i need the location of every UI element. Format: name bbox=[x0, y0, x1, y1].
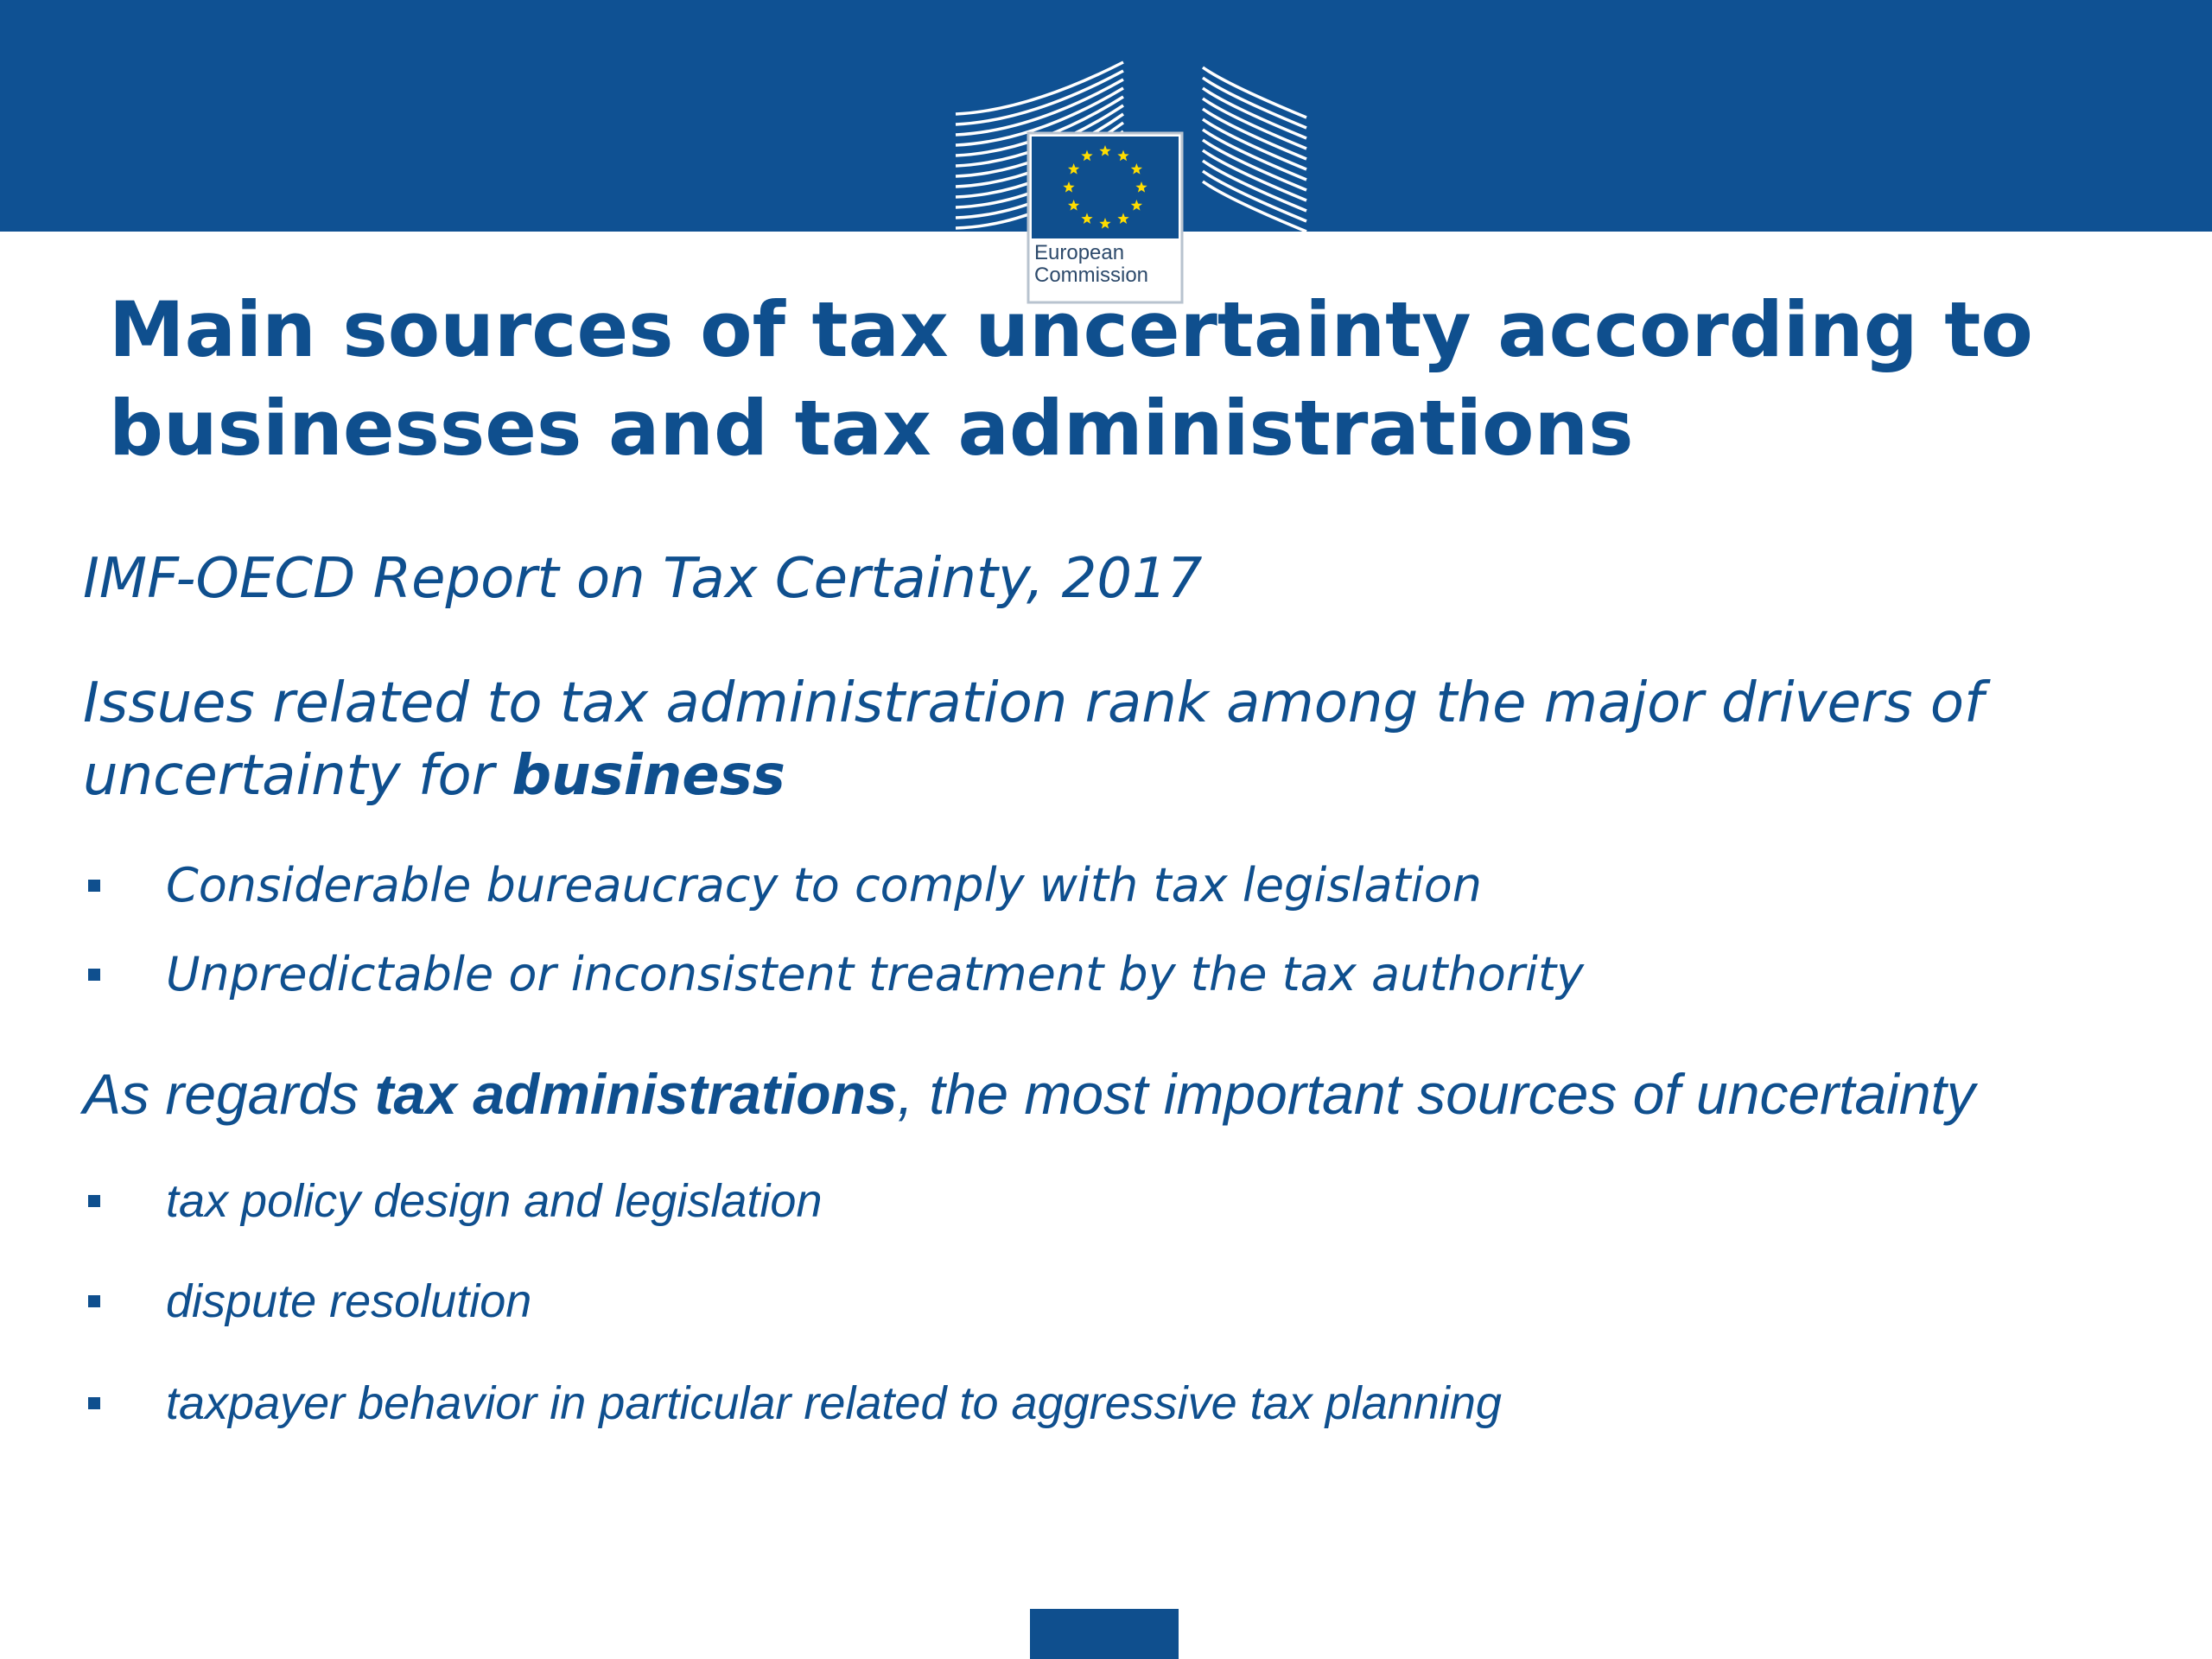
berlaymont-building-icon bbox=[955, 60, 1307, 304]
business-intro-line1: Issues related to tax administration ran… bbox=[83, 671, 1984, 735]
eu-star-icon bbox=[1130, 163, 1143, 175]
eu-star-icon bbox=[1117, 149, 1129, 162]
logo-caption: European Commission bbox=[1034, 242, 1148, 287]
square-bullet-icon bbox=[88, 880, 100, 892]
admin-intro: As regards tax administrations, the most… bbox=[83, 1058, 1975, 1130]
eu-star-icon bbox=[1117, 213, 1129, 225]
eu-star-icon bbox=[1067, 200, 1080, 211]
slide-title: Main sources of tax uncertainty accordin… bbox=[109, 285, 2033, 473]
eu-star-icon bbox=[1067, 163, 1080, 175]
business-intro-bold: business bbox=[512, 744, 785, 808]
eu-star-icon bbox=[1130, 200, 1143, 211]
footer-flag-block bbox=[1030, 1609, 1179, 1659]
business-intro-prefix: uncertainty for bbox=[83, 744, 512, 808]
square-bullet-icon bbox=[88, 969, 100, 981]
square-bullet-icon bbox=[88, 1195, 100, 1207]
bullet-text: tax policy design and legislation bbox=[166, 1175, 823, 1227]
business-intro: Issues related to tax administration ran… bbox=[83, 667, 1984, 812]
bullet-text: Unpredictable or inconsistent treatment … bbox=[166, 947, 1585, 1001]
eu-star-icon bbox=[1099, 218, 1111, 229]
eu-star-icon bbox=[1081, 149, 1093, 162]
eu-star-icon bbox=[1135, 181, 1147, 193]
square-bullet-icon bbox=[88, 1295, 100, 1307]
report-reference: IMF-OECD Report on Tax Certainty, 2017 bbox=[83, 547, 1203, 611]
bullet-text: taxpayer behavior in particular related … bbox=[166, 1377, 1502, 1429]
european-commission-logo bbox=[950, 60, 1313, 311]
bullet-text: dispute resolution bbox=[166, 1275, 532, 1327]
logo-caption-line2: Commission bbox=[1034, 264, 1149, 287]
admin-intro-bold: tax administrations bbox=[374, 1062, 898, 1126]
eu-star-icon bbox=[1063, 181, 1075, 193]
eu-star-icon bbox=[1099, 145, 1111, 156]
eu-star-icon bbox=[1081, 213, 1093, 225]
admin-intro-suffix: , the most important sources of uncertai… bbox=[897, 1062, 1975, 1126]
logo-caption-line1: European bbox=[1034, 241, 1125, 264]
bullet-text: Considerable bureaucracy to comply with … bbox=[166, 858, 1482, 912]
admin-intro-prefix: As regards bbox=[83, 1062, 375, 1126]
square-bullet-icon bbox=[88, 1397, 100, 1409]
